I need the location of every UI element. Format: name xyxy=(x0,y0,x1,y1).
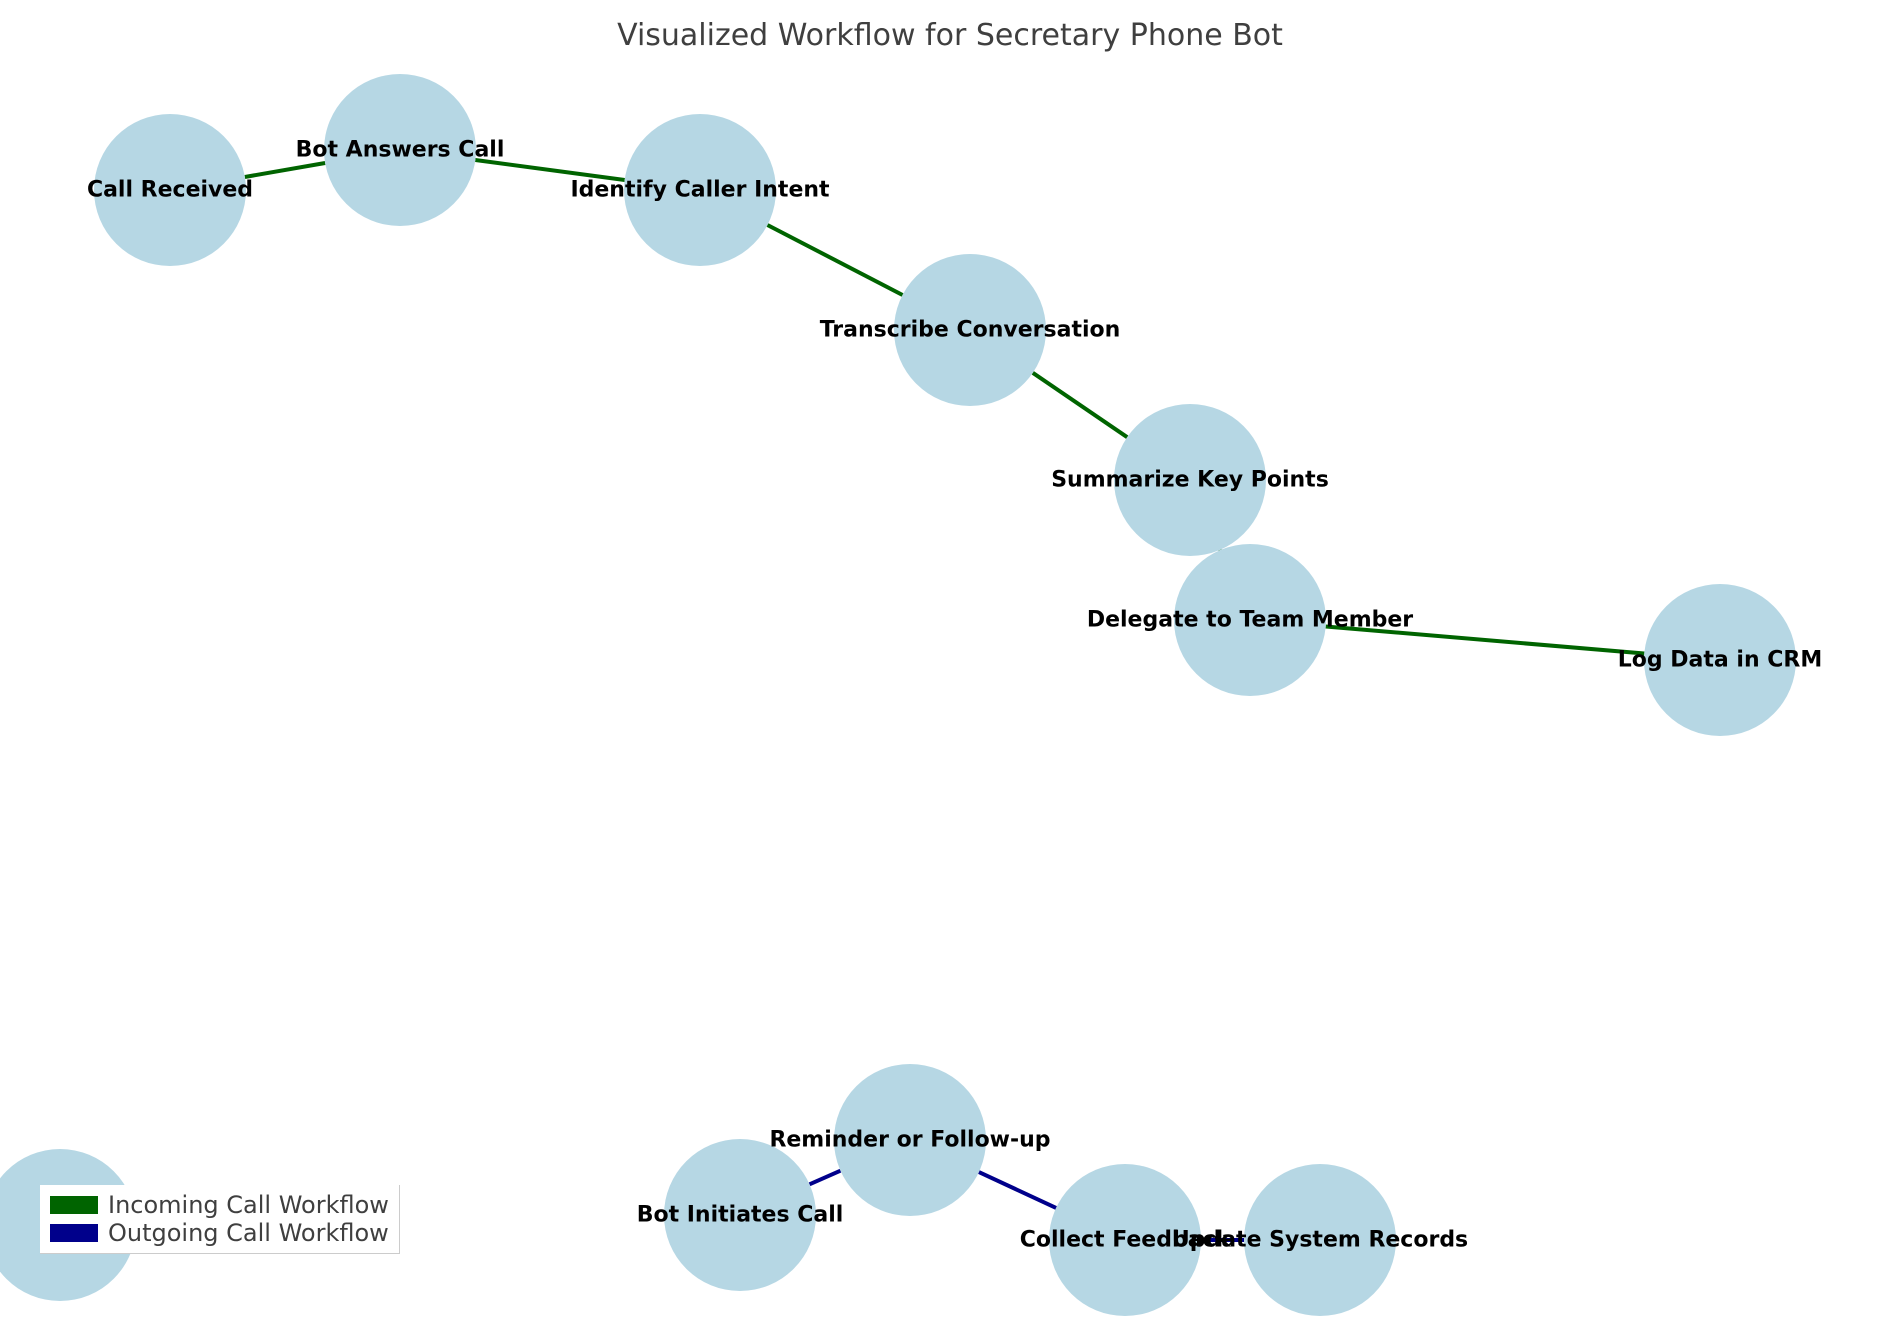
edge xyxy=(1033,373,1127,437)
node-label-call_received: Call Received xyxy=(87,178,253,203)
legend-label-outgoing: Outgoing Call Workflow xyxy=(108,1219,389,1247)
node-label-delegate: Delegate to Team Member xyxy=(1087,608,1413,633)
edge xyxy=(767,225,902,295)
diagram-title: Visualized Workflow for Secretary Phone … xyxy=(0,18,1900,53)
edge xyxy=(979,1172,1056,1208)
edge xyxy=(810,1171,841,1185)
legend-label-incoming: Incoming Call Workflow xyxy=(108,1191,389,1219)
node-label-update_records: Update System Records xyxy=(1172,1228,1468,1253)
edge xyxy=(245,163,325,177)
workflow-diagram: Visualized Workflow for Secretary Phone … xyxy=(0,0,1900,1318)
node-label-log_crm: Log Data in CRM xyxy=(1618,648,1823,673)
legend-item-outgoing: Outgoing Call Workflow xyxy=(50,1219,389,1247)
legend: Incoming Call Workflow Outgoing Call Wor… xyxy=(40,1185,400,1254)
node-label-bot_answers: Bot Answers Call xyxy=(296,138,505,163)
node-label-identify_intent: Identify Caller Intent xyxy=(570,178,829,203)
legend-swatch-outgoing xyxy=(50,1224,98,1242)
node-label-bot_initiates: Bot Initiates Call xyxy=(637,1203,844,1228)
node-label-transcribe: Transcribe Conversation xyxy=(820,318,1121,343)
legend-item-incoming: Incoming Call Workflow xyxy=(50,1191,389,1219)
legend-swatch-incoming xyxy=(50,1196,98,1214)
node-label-summarize: Summarize Key Points xyxy=(1051,468,1329,493)
node-label-reminder: Reminder or Follow-up xyxy=(769,1128,1050,1153)
